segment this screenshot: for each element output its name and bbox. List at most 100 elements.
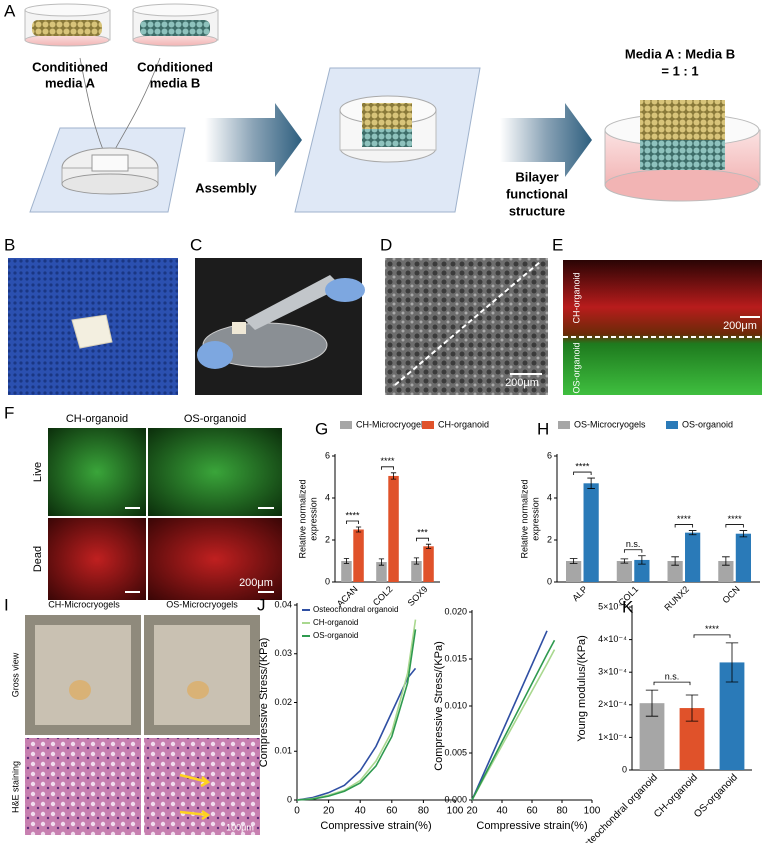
error-bar <box>425 543 432 549</box>
x-tick-label: 40 <box>496 806 508 817</box>
y-axis-label: expression <box>308 497 318 541</box>
row-label: Live <box>32 462 44 482</box>
illustration-shape <box>325 278 365 302</box>
x-tick-label: 20 <box>466 806 478 817</box>
legend-swatch <box>666 421 678 429</box>
legend-label: CH-Microcryogels <box>356 419 428 429</box>
significance-bracket <box>623 549 643 553</box>
illustration-shape <box>197 341 233 369</box>
y-tick-label: 0 <box>287 794 292 804</box>
photo-b <box>8 258 178 395</box>
panel-letter: F <box>4 403 14 422</box>
label: Assembly <box>195 180 257 195</box>
label: = 1 : 1 <box>661 63 698 78</box>
illustration-shape <box>79 57 161 156</box>
panel-letter: G <box>315 419 328 438</box>
y-tick-label: 0.02 <box>274 697 292 707</box>
x-tick-label: OCN <box>721 584 742 605</box>
y-tick-label: 4 <box>325 492 330 502</box>
x-tick-label: SOX9 <box>406 584 430 608</box>
y-tick-label: 0.015 <box>444 653 467 663</box>
significance-label: n.s. <box>626 539 641 549</box>
bar <box>423 546 434 582</box>
significance-bracket <box>381 466 394 470</box>
line <box>471 639 556 801</box>
line <box>471 649 556 801</box>
y-tick-label: 4 <box>547 492 552 502</box>
photo-f <box>48 428 282 600</box>
error-bar <box>413 557 420 565</box>
y-tick-label: 0 <box>547 576 552 586</box>
y-tick-label: 3×10⁻⁴ <box>598 667 627 677</box>
panel-letter: I <box>4 595 9 614</box>
label: Conditioned <box>137 59 213 74</box>
line <box>296 619 417 801</box>
x-tick-label: 20 <box>323 806 335 817</box>
x-tick-label: ALP <box>570 584 589 603</box>
significance-label: **** <box>380 456 395 466</box>
scale-label: 200μm <box>505 377 539 389</box>
y-tick-label: 2 <box>547 534 552 544</box>
panel-letter: H <box>537 419 549 438</box>
bar <box>411 561 422 582</box>
label: Media A : Media B <box>625 46 735 61</box>
y-tick-label: 0 <box>325 576 330 586</box>
bar <box>735 533 751 582</box>
x-tick-label: 0 <box>294 806 300 817</box>
illustration-shape <box>385 258 548 395</box>
y-tick-label: 5×10⁻⁴ <box>598 601 627 611</box>
photo-i <box>25 615 260 835</box>
significance-bracket <box>725 524 744 528</box>
row-label: H&E staining <box>10 761 20 813</box>
panel-letter: D <box>380 235 392 254</box>
error-bar <box>645 689 659 717</box>
row-label: Gross view <box>10 652 20 697</box>
error-bar <box>569 558 578 564</box>
illustration-shape <box>35 625 131 725</box>
bar <box>616 561 632 582</box>
y-axis-label: Young modulus/(KPa) <box>576 635 588 742</box>
significance-label: **** <box>705 624 720 634</box>
y-tick-label: 0 <box>622 764 627 774</box>
bar <box>685 532 701 582</box>
y-tick-label: 4×10⁻⁴ <box>598 634 627 644</box>
illustration-shape <box>187 681 209 699</box>
bar <box>667 561 683 582</box>
illustration-shape <box>179 773 211 788</box>
x-axis-label: Compressive strain(%) <box>476 820 587 832</box>
photo-e <box>563 260 762 395</box>
y-axis-label: Relative normalized <box>297 479 307 558</box>
y-tick-label: 1×10⁻⁴ <box>598 732 627 742</box>
legend-label: OS-organoid <box>313 631 358 640</box>
bar <box>583 483 599 582</box>
x-tick-label: 60 <box>526 806 538 817</box>
y-tick-label: 0.020 <box>444 606 467 616</box>
error-bar <box>390 472 397 480</box>
significance-bracket <box>416 537 429 542</box>
illustration-shape <box>148 428 282 516</box>
panel-letter: J <box>257 595 266 614</box>
significance-label: **** <box>677 514 692 524</box>
bar <box>566 561 582 582</box>
bar <box>388 475 399 582</box>
error-bar <box>343 558 350 564</box>
illustration-shape <box>69 680 91 700</box>
bar <box>341 561 352 582</box>
illustration-shape <box>640 100 725 140</box>
error-bar <box>722 556 730 566</box>
significance-label: **** <box>345 510 360 520</box>
error-bar <box>638 555 646 565</box>
error-bar <box>671 556 679 566</box>
significance-bracket <box>573 471 592 476</box>
illustration-shape <box>362 103 412 129</box>
y-tick-label: 2×10⁻⁴ <box>598 699 627 709</box>
illustration-shape <box>362 129 412 147</box>
y-tick-label: 2 <box>325 534 330 544</box>
panel-a-labels: Conditioned media A Conditioned media B … <box>32 46 735 218</box>
illustration-shape <box>154 625 250 725</box>
legend-label: OS-organoid <box>682 419 733 429</box>
error-bar <box>739 530 748 538</box>
illustration-shape <box>563 260 762 395</box>
error-bar <box>587 477 595 489</box>
